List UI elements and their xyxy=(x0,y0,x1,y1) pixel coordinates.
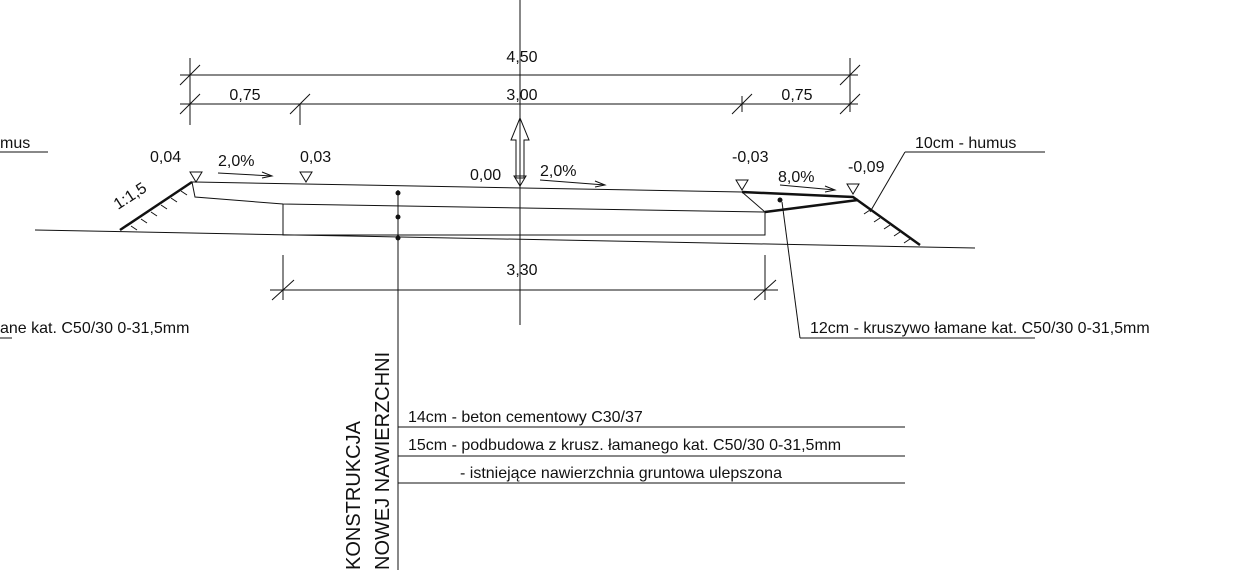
layer: 15cm - podbudowa z krusz. łamanego kat. … xyxy=(408,437,841,454)
elevation: 0,03 xyxy=(300,149,331,166)
dimension: 0,75 xyxy=(781,87,812,104)
slope: 1:1,5 xyxy=(111,180,150,214)
construction-title: KONSTRUKCJA xyxy=(343,420,365,570)
dimension: 4,50 xyxy=(506,49,537,66)
construction-title: NOWEJ NAWIERZCHNI xyxy=(372,352,394,570)
layer: 14cm - beton cementowy C30/37 xyxy=(408,409,643,426)
elevation: -0,03 xyxy=(732,149,769,166)
label: 10cm - humus xyxy=(915,135,1016,152)
slope: 2,0% xyxy=(540,163,576,180)
dimension: 3,30 xyxy=(506,262,537,279)
slope: 2,0% xyxy=(218,153,254,170)
label: mus xyxy=(0,135,30,152)
drawing-lines xyxy=(0,0,1045,570)
slope: 8,0% xyxy=(778,169,814,186)
dimension: 3,00 xyxy=(506,87,537,104)
elevation: 0,00 xyxy=(470,167,501,184)
elevation: 0,04 xyxy=(150,149,181,166)
layer: - istniejące nawierzchnia gruntowa uleps… xyxy=(460,465,782,482)
elevation: -0,09 xyxy=(848,159,885,176)
label: 12cm - kruszywo łamane kat. C50/30 0-31,… xyxy=(810,320,1150,337)
dimension: 0,75 xyxy=(229,87,260,104)
label: ane kat. C50/30 0-31,5mm xyxy=(0,320,189,337)
